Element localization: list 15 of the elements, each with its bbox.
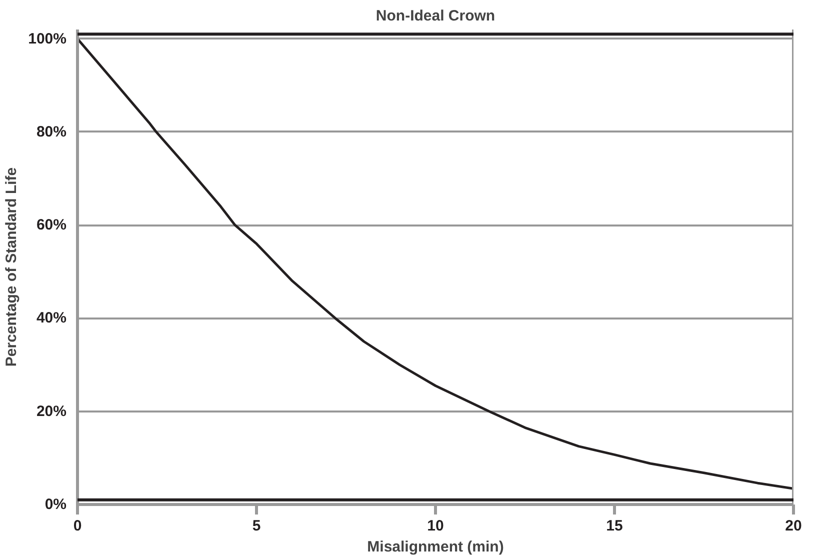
- line-series: [78, 38, 794, 490]
- x-tick-label: 10: [427, 518, 444, 534]
- x-tick-label: 0: [73, 518, 82, 534]
- y-axis-title: Percentage of Standard Life: [3, 167, 20, 367]
- y-tick-label: 80%: [36, 123, 67, 140]
- y-tick-label: 60%: [36, 216, 67, 234]
- x-tick-label: 20: [785, 518, 802, 534]
- y-tick-label: 100%: [28, 30, 67, 48]
- x-tick-label: 5: [252, 518, 261, 534]
- y-tick-label: 20%: [36, 402, 67, 420]
- y-tick-label: 0%: [44, 496, 67, 513]
- x-tick-label: 15: [606, 518, 623, 534]
- chart-title: Non-Ideal Crown: [376, 8, 496, 24]
- x-axis-title: Misalignment (min): [367, 538, 504, 556]
- y-tick-label: 40%: [36, 310, 67, 327]
